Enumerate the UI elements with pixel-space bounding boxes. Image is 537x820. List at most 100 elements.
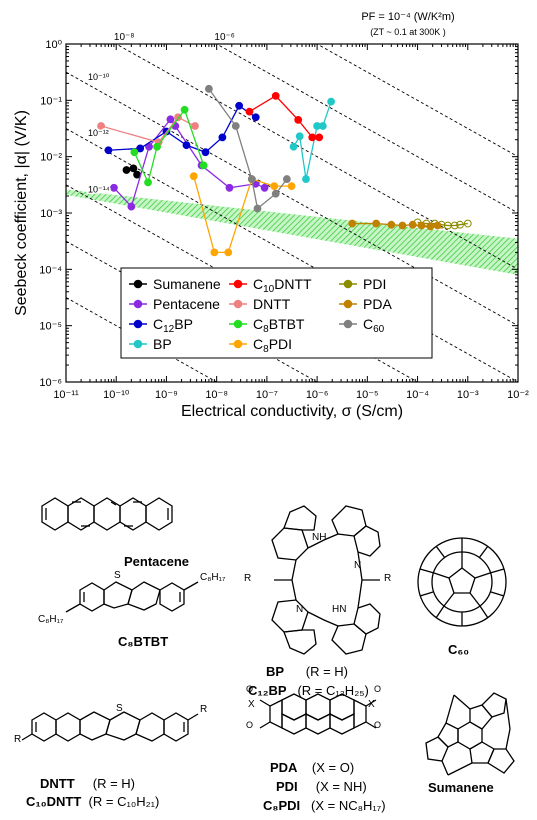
x-tick-label: 10⁻⁴: [406, 389, 429, 401]
data-point: [231, 122, 240, 130]
data-point: [182, 141, 191, 150]
legend-label: Pentacene: [153, 296, 220, 312]
pf-line-label: 10⁻¹²: [88, 128, 109, 138]
dntt-r-left: R: [14, 734, 22, 745]
data-point: [282, 175, 291, 183]
pdi-o-top-right: O: [374, 684, 382, 694]
x-tick-label: 10⁻¹¹: [53, 389, 79, 401]
data-point: [199, 161, 208, 170]
data-point: [130, 148, 139, 157]
data-point: [210, 248, 219, 257]
pdi-o-top-left: O: [246, 684, 254, 694]
legend-swatch-marker: [133, 339, 143, 349]
data-point: [129, 164, 138, 173]
top-axis-label: 10⁻⁸: [114, 32, 135, 43]
pentacene-label: Pentacene: [124, 554, 190, 569]
data-point: [110, 183, 118, 192]
x-tick-label: 10⁻¹⁰: [103, 389, 130, 401]
pentacene-structure: [41, 497, 173, 531]
bp-nh-top: NH: [312, 532, 327, 543]
data-point: [408, 220, 417, 229]
x-tick-label: 10⁻³: [457, 389, 479, 401]
c60-label: C₆₀: [448, 642, 470, 657]
dntt-r-right: R: [200, 704, 208, 715]
y-axis-title: Seebeck coefficient, |α| (V/K): [13, 110, 30, 316]
legend-swatch-marker: [233, 339, 243, 349]
legend-label: DNTT: [253, 296, 291, 312]
x-tick-label: 10⁻⁵: [356, 389, 379, 401]
legend-label: Sumanene: [153, 276, 221, 292]
legend-label: PDA: [363, 296, 392, 312]
y-tick-label: 10⁻⁵: [39, 321, 62, 333]
x-tick-label: 10⁻⁶: [306, 389, 329, 401]
series-line: [108, 104, 257, 153]
bp-line-2: C₁₂BP (R = C₁₂H₂₅): [248, 683, 369, 698]
pdi-x-right: X: [368, 699, 375, 710]
data-point: [463, 219, 472, 228]
data-point: [327, 97, 336, 106]
data-point: [260, 183, 269, 192]
data-point: [136, 144, 145, 153]
legend-swatch-marker: [233, 279, 243, 289]
pda-line: PDA (X = O): [270, 760, 355, 775]
y-tick-label: 10⁻⁴: [39, 264, 62, 276]
data-point: [127, 202, 136, 211]
pf-line: [66, 128, 518, 382]
y-tick-label: 10⁻¹: [40, 95, 62, 107]
legend-label: C8PDI: [253, 336, 292, 355]
data-point: [289, 142, 298, 151]
dntt-structure: [21, 711, 199, 742]
data-point: [153, 142, 161, 151]
legend-label: C8BTBT: [253, 316, 305, 335]
data-point: [122, 166, 131, 174]
data-point: [302, 175, 310, 183]
x-axis-title: Electrical conductivity, σ (S/cm): [181, 403, 403, 420]
data-point: [245, 107, 254, 116]
legend-label: C60: [363, 316, 385, 335]
data-point: [450, 221, 459, 230]
pdi-line: PDI (X = NH): [276, 779, 367, 794]
data-point: [144, 178, 152, 187]
legend-swatch-marker: [343, 299, 353, 309]
molecule-structures: [21, 497, 515, 776]
legend-label: C10DNTT: [253, 276, 312, 295]
data-point: [218, 133, 227, 142]
pf-line: [115, 44, 518, 270]
pf-line-label: 10⁻¹⁴: [88, 185, 110, 195]
pf-annotation: PF = 10⁻⁴ (W/K²m): [361, 11, 454, 23]
legend-swatch-marker: [133, 299, 143, 309]
data-point: [287, 182, 296, 191]
c8btbt-structure: [65, 581, 199, 613]
x-tick-label: 10⁻²: [507, 389, 529, 401]
pf-line: [215, 44, 518, 214]
pf-line: [316, 44, 518, 158]
data-point: [104, 146, 113, 155]
legend-swatch-marker: [233, 299, 243, 309]
bp-r-left: R: [244, 573, 252, 584]
legend-label: C12BP: [153, 316, 193, 335]
legend-swatch-marker: [133, 279, 143, 289]
dntt-line-1: DNTT (R = H): [40, 776, 135, 791]
data-point: [271, 91, 280, 100]
legend-swatch-marker: [343, 279, 353, 289]
data-point: [270, 182, 279, 191]
data-point: [189, 172, 198, 181]
x-tick-label: 10⁻⁷: [256, 389, 278, 401]
series-line: [113, 118, 265, 208]
sumanene-label: Sumanene: [428, 780, 494, 795]
y-tick-label: 10⁰: [45, 39, 62, 51]
data-point: [204, 84, 213, 93]
y-tick-label: 10⁻⁶: [39, 377, 62, 389]
data-point: [308, 133, 317, 142]
c8btbt-substituent-left: C₈H₁₇: [38, 614, 64, 625]
bp-structure: [271, 505, 381, 655]
data-point: [417, 221, 426, 230]
data-point: [387, 220, 396, 229]
data-point: [294, 115, 303, 124]
c8btbt-s-top: S: [114, 570, 121, 581]
x-tick-label: 10⁻⁹: [155, 389, 178, 401]
bp-line-1: BP (R = H): [266, 664, 348, 679]
shaded-band: [66, 189, 518, 275]
data-point: [166, 115, 175, 124]
